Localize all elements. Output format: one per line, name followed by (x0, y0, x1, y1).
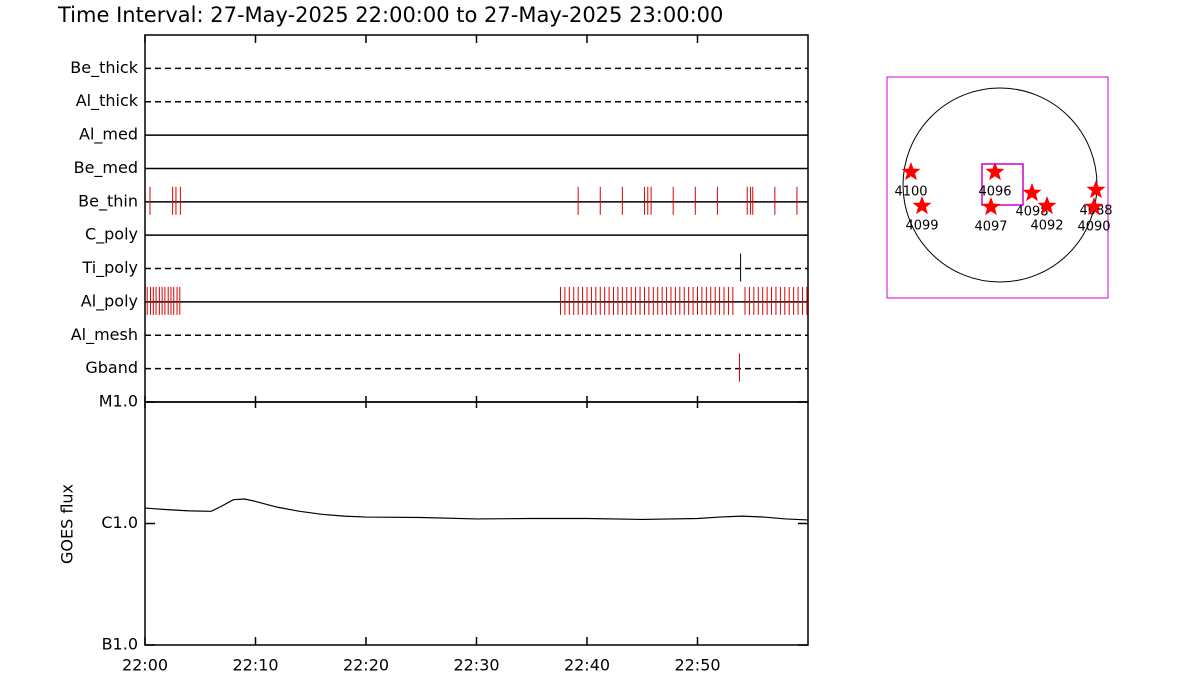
region-label: 4100 (894, 185, 927, 200)
region-star (1084, 197, 1104, 216)
region-star (1022, 183, 1042, 202)
map-frame (886, 76, 1109, 299)
region-star (1086, 180, 1106, 199)
region-label: 4098 (1015, 205, 1048, 220)
filter-label: Be_thin (78, 191, 138, 211)
fov-box (981, 163, 1024, 206)
filter-label: Be_thick (70, 58, 138, 78)
x-tick-label: 22:10 (232, 656, 278, 675)
x-tick-label: 22:40 (564, 656, 610, 675)
goes-curve (144, 498, 809, 521)
y-tick-label: C1.0 (101, 513, 138, 532)
region-star (981, 197, 1001, 216)
timeline-frame (144, 34, 809, 403)
x-tick-label: 22:30 (453, 656, 499, 675)
x-tick-label: 22:00 (122, 656, 168, 675)
region-label: 4090 (1077, 220, 1110, 235)
region-label: 4097 (974, 220, 1007, 235)
filter-label: Al_poly (81, 291, 138, 311)
x-tick-label: 22:50 (674, 656, 720, 675)
region-label: 4092 (1030, 219, 1063, 234)
filter-label: Al_med (79, 125, 138, 145)
region-star (912, 196, 932, 215)
filter-label: Gband (85, 358, 138, 377)
filter-label: Al_mesh (71, 325, 138, 345)
region-star (901, 162, 921, 181)
x-tick-label: 22:20 (343, 656, 389, 675)
region-star (985, 162, 1005, 181)
y-axis-label: GOES flux (58, 484, 77, 564)
filter-label: C_poly (85, 225, 138, 245)
goes-frame (144, 401, 809, 646)
region-star (1037, 196, 1057, 215)
region-label: 4099 (905, 219, 938, 234)
y-tick-label: M1.0 (99, 392, 138, 411)
filter-label: Ti_poly (81, 258, 138, 278)
title: Time Interval: 27-May-2025 22:00:00 to 2… (57, 3, 723, 27)
region-label: 4096 (978, 185, 1011, 200)
y-tick-label: B1.0 (102, 635, 138, 654)
filter-label: Al_thick (76, 91, 139, 111)
filter-label: Be_med (74, 158, 138, 178)
